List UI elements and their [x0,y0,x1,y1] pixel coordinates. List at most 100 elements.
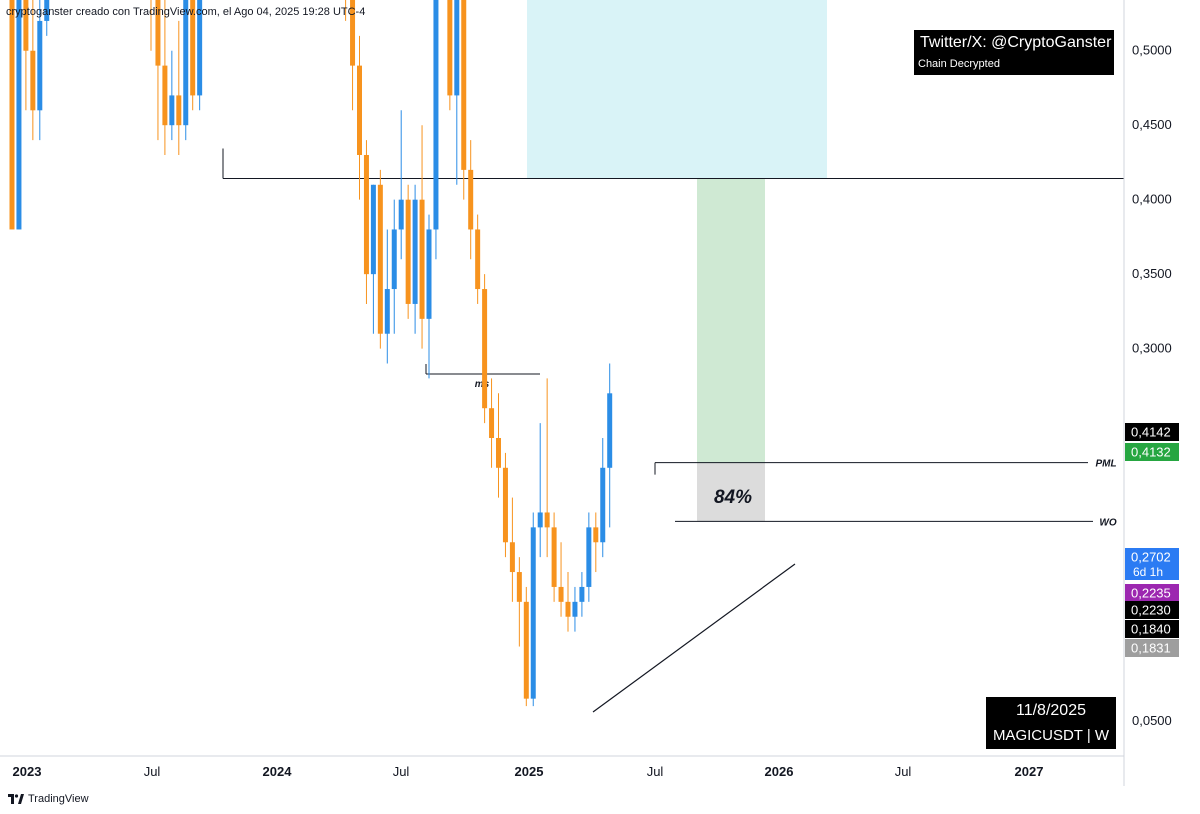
candle-body [412,199,418,304]
candle-body [197,0,203,96]
price-tag: 0,4132 [1125,443,1179,461]
candle-body [169,95,175,126]
candle-body [30,50,36,111]
candle [544,378,550,558]
candle-body [16,0,22,230]
candle-body [405,199,411,304]
candle-body [468,169,474,230]
candle-body [363,154,369,275]
y-tick-label: 0,0500 [1132,713,1172,728]
candle [593,512,599,573]
candle-body [357,65,362,155]
twitter-handle: Twitter/X: @CryptoGanster [920,34,1112,51]
candle [363,140,369,304]
channel-name: Chain Decrypted [918,58,1000,70]
candle [454,0,460,185]
support-trend-line[interactable] [592,563,796,713]
candle [190,0,196,111]
price-tag-background [1125,443,1179,461]
candle [516,557,522,647]
candle [572,586,578,632]
candle-body [447,0,453,96]
candle-body [523,601,529,699]
price-tag: 0,2235 [1125,584,1179,602]
candle [419,125,425,349]
candle [398,110,404,260]
price-tag-value: 0,2235 [1131,586,1171,601]
y-tick-label: 0,4000 [1132,192,1172,207]
candle [502,452,508,558]
candle-body [377,184,383,334]
x-tick-label: 2026 [765,764,794,779]
price-tag-background [1125,548,1179,580]
candle [509,497,515,602]
price-tag: 0,1840 [1125,620,1179,638]
x-tick-label: Jul [393,764,410,779]
candle [551,512,557,602]
x-tick-label: 2025 [515,764,544,779]
candle-body [419,199,425,319]
candle-body [398,199,404,230]
candle-body [565,601,571,617]
y-tick-label: 0,3000 [1132,341,1172,356]
tradingview-logo[interactable]: TradingView [8,793,89,805]
x-tick-label: 2023 [13,764,42,779]
candle [496,393,501,498]
candle [412,184,418,334]
y-tick-label: 0,5000 [1132,43,1172,58]
candle [37,0,43,141]
candle-body [516,572,522,602]
candle-body [530,527,536,699]
candle-body [475,229,481,290]
candle-body [509,542,515,573]
candle-body [593,527,599,543]
candle [530,512,536,707]
candle [155,0,161,141]
price-tag-background [1125,601,1179,619]
gain-zone [697,178,765,463]
candle-body [461,0,467,170]
candle [426,214,432,379]
price-tag-background [1125,620,1179,638]
candle [489,378,495,468]
candle [169,50,175,141]
y-tick-label: 0,4500 [1132,117,1172,132]
symbol-interval: MAGICUSDT | W [992,727,1110,744]
candle [370,184,376,334]
candle [44,0,50,36]
candle [468,140,474,260]
candle-body [433,0,439,230]
candle [600,437,606,558]
price-tag-value: 0,1831 [1131,641,1171,656]
candle [384,229,390,364]
candle-body [9,0,15,230]
candle [447,0,453,111]
price-tag-value: 0,4132 [1131,445,1171,460]
x-tick-label: Jul [144,764,161,779]
candle-body [176,95,182,126]
chart-attribution: cryptoganster creado con TradingView.com… [6,6,366,18]
candle [433,0,439,260]
x-tick-label: Jul [647,764,664,779]
price-tag-value: 0,4142 [1131,425,1171,440]
candle-body [162,65,168,126]
price-tag-value: 0,2230 [1131,603,1171,618]
candle [586,512,592,602]
candle [197,0,203,111]
target-zone [527,0,827,179]
wo-level-label: WO [1099,517,1116,528]
candle-body [496,437,501,468]
candle [579,572,585,617]
tradingview-logo-icon [8,794,24,804]
candle-body [44,0,50,21]
candle-body [489,408,495,438]
candle [523,586,529,707]
candle-body [482,289,488,409]
risk-zone [697,462,765,522]
candle-body [190,0,196,96]
candle [176,20,182,155]
price-tag: 0,1831 [1125,639,1179,657]
price-tag: 0,4142 [1125,423,1179,441]
candle [350,0,356,111]
candle-body [37,20,43,111]
